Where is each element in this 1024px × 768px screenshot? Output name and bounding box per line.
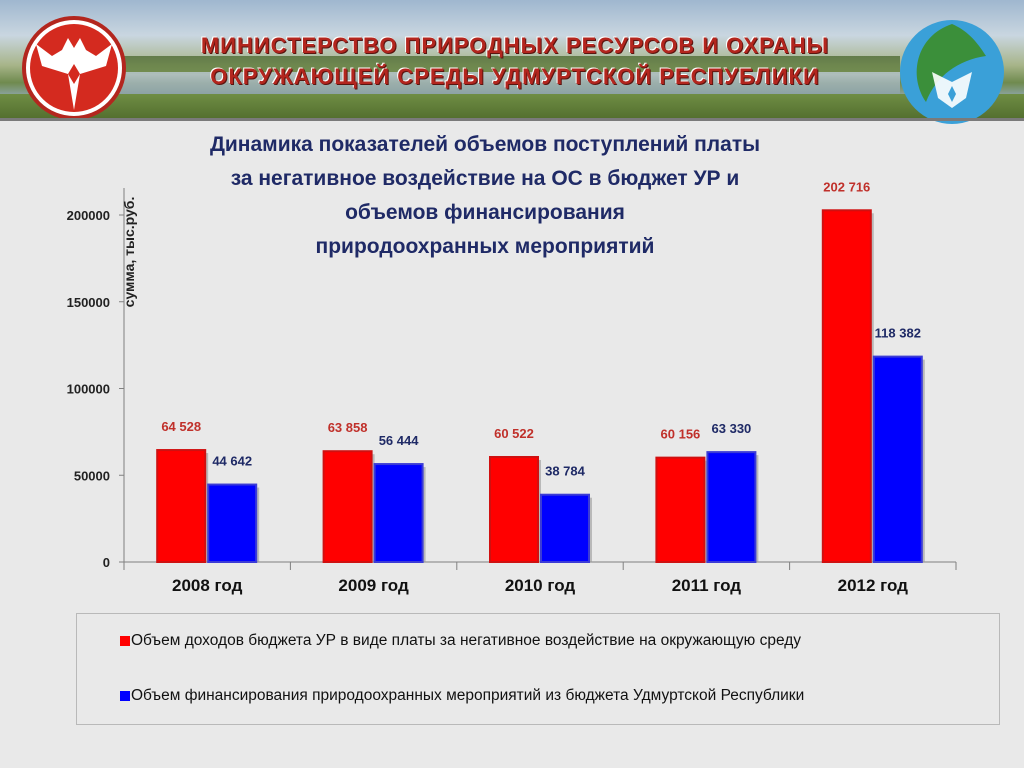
banner-river: [120, 72, 900, 94]
chart-title-line3: объемов финансирования: [345, 201, 625, 224]
y-tick-label: 50000: [74, 468, 110, 483]
bar-financing: [540, 493, 590, 563]
ministry-name-line2: ОКРУЖАЮЩЕЙ СРЕДЫ УДМУРТСКОЙ РЕСПУБЛИКИ: [210, 64, 820, 89]
bar-shadow: [493, 459, 541, 562]
x-category-label: 2009 год: [338, 576, 409, 595]
chart-title-line2: за негативное воздействие на ОС в бюджет…: [230, 167, 740, 190]
x-category-label: 2008 год: [172, 576, 243, 595]
legend-swatch-blue: [120, 691, 130, 701]
bar-shadow: [326, 454, 375, 562]
bar-financing: [706, 451, 757, 563]
bar-financing: [373, 463, 424, 564]
legend-label-financing: Объем финансирования природоохранных мер…: [131, 687, 805, 704]
data-label-revenue: 63 858: [328, 420, 368, 435]
ministry-name-line1: МИНИСТЕРСТВО ПРИРОДНЫХ РЕСУРСОВ И ОХРАНЫ: [200, 33, 830, 58]
y-tick-label: 100000: [67, 382, 110, 397]
legend-swatch-red: [120, 636, 130, 646]
x-category-label: 2012 год: [838, 576, 909, 595]
bar-shadow: [160, 453, 209, 562]
bar-revenue: [322, 450, 373, 563]
bar-revenue: [655, 456, 706, 563]
banner-shore: [0, 94, 1024, 118]
header-banner: МИНИСТЕРСТВО ПРИРОДНЫХ РЕСУРСОВ И ОХРАНЫ…: [0, 0, 1024, 118]
data-label-financing: 118 382: [875, 326, 921, 341]
data-label-revenue: 60 156: [661, 427, 701, 442]
bar-shadow: [211, 487, 260, 562]
legend-item-revenue: Объем доходов бюджета УР в виде платы за…: [120, 632, 802, 650]
bar-financing: [872, 355, 923, 564]
data-label-financing: 63 330: [712, 421, 752, 436]
chart-title-line4: природоохранных мероприятий: [315, 235, 655, 258]
ministry-logo-icon: [900, 20, 1004, 124]
chart-legend: Объем доходов бюджета УР в виде платы за…: [76, 613, 1000, 725]
banner-treeline: [120, 56, 900, 74]
bar-revenue: [489, 455, 539, 563]
x-category-label: 2011 год: [672, 576, 742, 595]
bar-shadow: [876, 359, 925, 562]
udmurt-coat-of-arms-icon: [22, 16, 126, 120]
y-tick-label: 0: [103, 555, 110, 570]
bar-revenue: [156, 449, 207, 563]
legend-label-revenue: Объем доходов бюджета УР в виде платы за…: [131, 632, 802, 649]
legend-item-financing: Объем финансирования природоохранных мер…: [120, 687, 805, 705]
bar-shadow: [544, 497, 592, 562]
data-label-financing: 44 642: [212, 454, 252, 469]
data-label-revenue: 60 522: [494, 426, 534, 441]
chart-title: Динамика показателей объемов поступлений…: [100, 128, 870, 264]
chart-title-line1: Динамика показателей объемов поступлений…: [209, 133, 761, 156]
bar-shadow: [377, 467, 426, 562]
data-label-financing: 38 784: [545, 464, 586, 479]
y-tick-label: 150000: [67, 295, 110, 310]
data-label-financing: 56 444: [379, 433, 420, 448]
header-separator: [0, 118, 1024, 121]
bar-shadow: [710, 455, 759, 562]
data-label-revenue: 64 528: [161, 419, 201, 434]
bar-shadow: [659, 460, 708, 562]
x-category-label: 2010 год: [505, 576, 576, 595]
bar-financing: [207, 483, 258, 564]
bar-shadow: [825, 213, 874, 563]
